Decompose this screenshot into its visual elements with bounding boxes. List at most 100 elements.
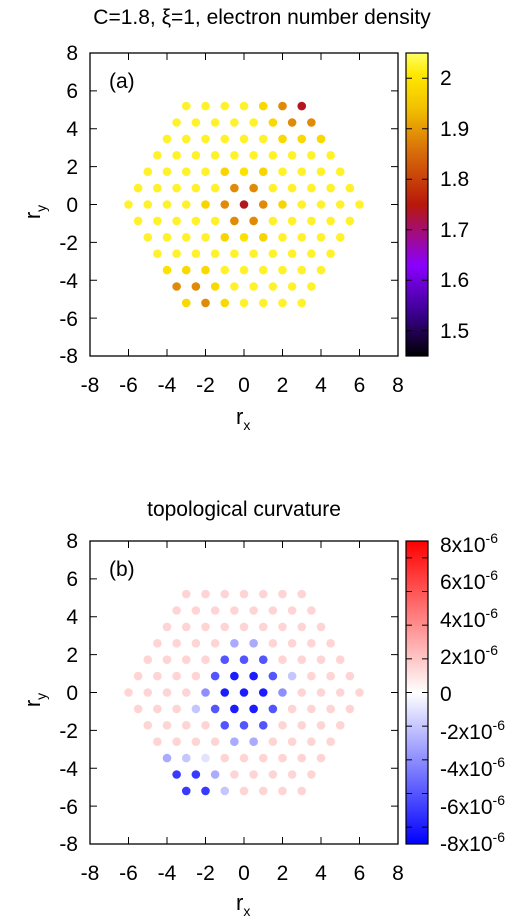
panel-b-y-axis-label: ry bbox=[20, 693, 49, 707]
data-point bbox=[278, 101, 287, 111]
data-point bbox=[316, 233, 326, 242]
data-point bbox=[268, 737, 278, 747]
panel-a-xtick-label: 6 bbox=[354, 374, 366, 397]
data-point bbox=[278, 688, 287, 697]
data-point bbox=[326, 216, 335, 226]
panel-b-ytick-label: 6 bbox=[66, 568, 78, 591]
panel-a-ytick-label: 2 bbox=[66, 156, 78, 179]
panel-a-colorbar-label: 1.5 bbox=[440, 320, 469, 343]
data-point bbox=[316, 655, 326, 664]
panel-a-ytick-label: -6 bbox=[59, 308, 78, 331]
data-point bbox=[230, 606, 239, 615]
data-point bbox=[201, 265, 210, 275]
data-point bbox=[201, 622, 210, 632]
panel-a-ticks bbox=[89, 52, 399, 357]
data-point bbox=[220, 622, 230, 632]
data-point bbox=[335, 200, 345, 209]
data-point bbox=[297, 101, 307, 111]
data-point bbox=[326, 704, 335, 714]
data-point bbox=[249, 150, 258, 160]
panel-a-colorbar-label: 2 bbox=[440, 67, 452, 90]
data-point bbox=[220, 721, 230, 730]
data-point bbox=[258, 101, 268, 111]
data-point bbox=[220, 688, 230, 697]
data-point bbox=[297, 298, 307, 308]
data-point bbox=[201, 200, 210, 209]
data-point bbox=[316, 265, 326, 275]
data-point bbox=[316, 622, 326, 632]
data-point bbox=[268, 216, 278, 226]
data-point bbox=[287, 249, 297, 259]
data-point bbox=[220, 589, 230, 599]
data-point bbox=[268, 671, 278, 681]
data-point bbox=[326, 249, 335, 259]
data-point bbox=[287, 704, 297, 714]
panel-b-xtick-label: 0 bbox=[238, 862, 250, 885]
data-point bbox=[278, 655, 287, 664]
data-point bbox=[239, 589, 249, 599]
data-point bbox=[162, 233, 172, 242]
panel-b-xtick-label: -4 bbox=[158, 862, 177, 885]
data-point bbox=[210, 704, 220, 714]
data-point bbox=[201, 655, 210, 664]
data-point bbox=[143, 688, 153, 697]
data-point bbox=[143, 200, 153, 209]
data-point bbox=[335, 721, 345, 730]
data-point bbox=[230, 282, 239, 291]
panel-b-xtick-label: -2 bbox=[196, 862, 215, 885]
data-point bbox=[258, 655, 268, 664]
data-point bbox=[326, 638, 335, 648]
data-point bbox=[335, 233, 345, 242]
data-point bbox=[287, 770, 297, 779]
panel-b-xtick-label: -6 bbox=[119, 862, 138, 885]
data-point bbox=[249, 704, 258, 714]
data-point bbox=[239, 753, 249, 763]
data-point bbox=[143, 721, 153, 730]
data-point bbox=[278, 786, 287, 796]
panel-b-colorbar-label: -2x10-6 bbox=[440, 717, 505, 744]
data-point bbox=[153, 183, 162, 193]
panel-b-ytick-label: 4 bbox=[66, 606, 78, 629]
data-point bbox=[249, 282, 258, 291]
data-point bbox=[201, 786, 210, 796]
data-point bbox=[297, 753, 307, 763]
panel-b-ytick-label: 0 bbox=[66, 682, 78, 705]
data-point bbox=[220, 265, 230, 275]
data-point bbox=[162, 200, 172, 209]
data-point bbox=[191, 737, 201, 747]
data-point bbox=[172, 638, 181, 648]
data-point bbox=[230, 671, 239, 681]
data-point bbox=[191, 118, 201, 127]
data-point bbox=[335, 688, 345, 697]
data-point bbox=[287, 118, 297, 127]
data-point bbox=[201, 753, 210, 763]
data-point bbox=[239, 233, 249, 242]
data-point bbox=[258, 167, 268, 176]
data-point bbox=[258, 688, 268, 697]
data-point bbox=[268, 150, 278, 160]
panel-a-x-axis-label: rx bbox=[236, 404, 250, 433]
data-point bbox=[172, 606, 181, 615]
data-point bbox=[210, 282, 220, 291]
data-point bbox=[307, 671, 316, 681]
panel-a-xtick-label: -4 bbox=[158, 374, 177, 397]
panel-a-ytick-label: 0 bbox=[66, 194, 78, 217]
data-point bbox=[355, 200, 364, 209]
data-point bbox=[220, 786, 230, 796]
panel-b-ytick-label: -8 bbox=[59, 833, 78, 856]
data-point bbox=[162, 721, 172, 730]
data-point bbox=[307, 118, 316, 127]
data-point bbox=[268, 183, 278, 193]
panel-a-ytick-label: -8 bbox=[59, 345, 78, 368]
panel-a-ytick-label: -4 bbox=[59, 270, 78, 293]
data-point bbox=[297, 589, 307, 599]
data-point bbox=[316, 167, 326, 176]
data-point bbox=[307, 216, 316, 226]
data-point bbox=[287, 216, 297, 226]
data-point bbox=[278, 721, 287, 730]
data-point bbox=[287, 282, 297, 291]
data-point bbox=[268, 118, 278, 127]
data-point bbox=[307, 638, 316, 648]
data-point bbox=[239, 200, 249, 209]
data-point bbox=[316, 134, 326, 144]
